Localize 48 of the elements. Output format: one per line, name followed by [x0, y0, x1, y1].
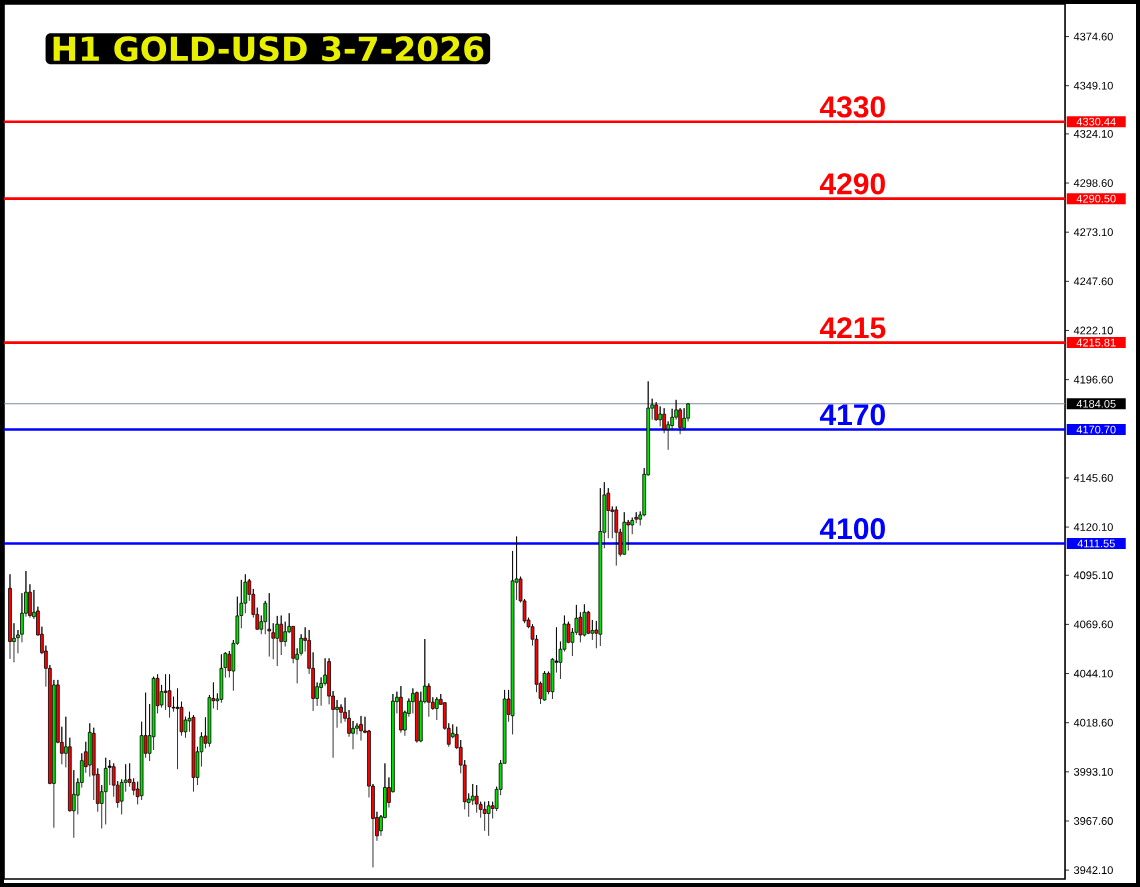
- y-tick-label: 4324.10: [1073, 130, 1113, 138]
- y-tick-label: 4374.60: [1073, 32, 1113, 41]
- candlestick: [474, 784, 479, 814]
- ref-line-label: 4170.70: [1076, 425, 1116, 434]
- y-tick-label: 4120.10: [1073, 523, 1113, 531]
- annotation: 4100: [819, 518, 885, 540]
- candlestick: [167, 673, 172, 719]
- candlestick: [542, 670, 547, 702]
- y-tick-label: 4222.10: [1073, 326, 1113, 335]
- candlestick: [622, 511, 627, 556]
- candlestick: [654, 401, 659, 422]
- ref-line-label: 4215.81: [1076, 338, 1116, 347]
- candlestick: [482, 801, 487, 832]
- candlestick: [434, 696, 439, 721]
- candlestick: [399, 685, 403, 734]
- y-tick-label: 3942.10: [1073, 866, 1113, 875]
- y-tick-label: 4247.60: [1073, 277, 1113, 286]
- y-tick-label: 4196.60: [1073, 375, 1113, 384]
- candlestick: [103, 757, 108, 825]
- candlestick: [191, 714, 196, 793]
- candlestick: [267, 592, 272, 657]
- annotation: 4290: [819, 173, 885, 195]
- annotation: 4330: [819, 96, 885, 118]
- candlestick: [614, 506, 619, 567]
- ref-line-label: 4111.55: [1077, 539, 1115, 548]
- ref-line-label: 4290.50: [1076, 194, 1116, 203]
- y-tick-label: 4145.60: [1073, 474, 1113, 482]
- y-tick-label: 4298.60: [1073, 179, 1113, 187]
- y-tick-label: 3993.10: [1073, 767, 1113, 776]
- candlestick: [8, 573, 12, 660]
- text: H1 GOLD-USD 3-7-2026: [53, 36, 484, 62]
- candlestick: [359, 715, 363, 742]
- y-tick-label: 4069.60: [1073, 620, 1113, 629]
- candlestick: [486, 800, 491, 837]
- y-tick-label: 4018.60: [1073, 718, 1113, 727]
- y-tick-label: 3967.60: [1073, 817, 1113, 825]
- candlestick: [275, 615, 280, 667]
- annotation: 4170: [819, 404, 885, 426]
- y-tick-label: 4095.10: [1073, 571, 1113, 580]
- y-tick-label: 4273.10: [1073, 228, 1113, 237]
- annotation: 4215: [819, 317, 886, 339]
- candlestick: [175, 687, 180, 770]
- y-tick-label: 4044.10: [1073, 669, 1113, 678]
- y-tick-label: 4349.10: [1073, 81, 1113, 90]
- ref-line-label: 4330.44: [1076, 117, 1116, 126]
- candlestick: [415, 691, 419, 744]
- candlestick: [682, 407, 686, 431]
- ref-line-label: 4184.05: [1076, 399, 1116, 408]
